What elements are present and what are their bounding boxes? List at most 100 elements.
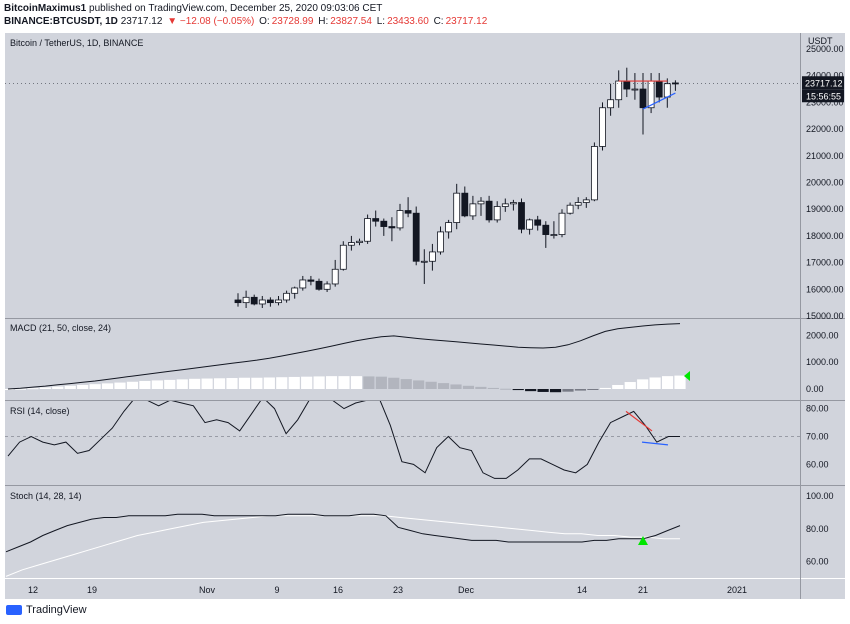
candle-body [291, 287, 299, 294]
macd-histogram-bar [101, 383, 114, 389]
price-tick-label: 22000.00 [806, 124, 844, 134]
price-tick-label: 20000.00 [806, 178, 844, 188]
candle-body [493, 206, 501, 221]
candle-body [242, 296, 250, 304]
macd-histogram-bar [512, 389, 524, 391]
macd-histogram-bar [413, 380, 425, 389]
candle-body [469, 203, 477, 217]
price-tick-label: 25000.00 [806, 44, 844, 54]
price-tick-label: 17000.00 [806, 258, 844, 268]
macd-line [7, 323, 681, 390]
candle-body [615, 80, 623, 101]
candle-body [258, 299, 266, 305]
candle-body [331, 268, 339, 285]
macd-histogram-bar [27, 388, 39, 390]
rsi-tick-label: 60.00 [806, 459, 829, 469]
macd-histogram-bar [263, 377, 275, 389]
candle-body [372, 218, 380, 222]
price-tick-label: 23000.00 [806, 97, 844, 107]
macd-histogram-bar [301, 376, 313, 389]
time-tick-label: 21 [638, 585, 648, 595]
pane-background-0 [5, 33, 800, 318]
macd-histogram-bar [599, 387, 611, 389]
macd-histogram-bar [238, 377, 251, 389]
macd-histogram-bar [500, 388, 512, 390]
price-change: ▼ −12.08 (−0.05%) [167, 16, 255, 27]
rsi-group [7, 401, 680, 479]
candle-body [461, 192, 469, 217]
tradingview-logo-icon [6, 605, 22, 615]
brand-name: TradingView [26, 604, 87, 616]
last-price: 23717.12 [120, 16, 163, 27]
price-tick-label: 18000.00 [806, 231, 844, 241]
macd-tick-label: 0.00 [806, 384, 824, 394]
close-label: C: [433, 16, 444, 27]
macd-histogram-bar [363, 376, 375, 389]
footer-brand: TradingView [6, 604, 87, 616]
macd-histogram-bar [462, 385, 475, 389]
macd-histogram-bar [425, 381, 437, 389]
macd-histogram-bar [437, 383, 450, 389]
macd-histogram-bar [164, 379, 176, 389]
macd-histogram-bar [313, 376, 325, 389]
candle-body [380, 220, 388, 227]
candle-body [420, 260, 428, 263]
time-tick-label: Nov [199, 585, 216, 595]
candle-body [428, 251, 436, 262]
macd-histogram-bar [151, 380, 163, 389]
candle-body [266, 299, 274, 304]
macd-histogram-bar [139, 380, 151, 389]
macd-histogram-bar [89, 384, 101, 389]
high-label: H: [318, 16, 329, 27]
high-value: 23827.54 [330, 16, 372, 27]
macd-histogram-bar [574, 389, 587, 391]
publish-line: BitcoinMaximus1 published on TradingView… [4, 3, 382, 14]
candle-body [574, 202, 582, 206]
price-tick-label: 15000.00 [806, 311, 844, 321]
candle-body [599, 107, 606, 147]
price-tick-label: 19000.00 [806, 204, 844, 214]
stoch-tick-label: 80.00 [806, 524, 829, 534]
candle-body [339, 244, 347, 270]
candle-body [534, 219, 542, 226]
macd-histogram-bar [388, 377, 400, 389]
macd-histogram-bar [276, 377, 288, 389]
macd-histogram-bar [213, 378, 226, 389]
macd-histogram-bar [549, 389, 562, 393]
macd-tick-label: 2000.00 [806, 330, 839, 340]
macd-histogram-bar [375, 376, 387, 389]
time-tick-label: 9 [274, 585, 279, 595]
macd-histogram-bar [189, 378, 201, 389]
macd-signal-marker [684, 371, 690, 381]
macd-histogram-bar [661, 376, 674, 389]
macd-histogram-bar [525, 389, 537, 392]
stoch-pane-title: Stoch (14, 28, 14) [10, 491, 82, 501]
candle-body [364, 218, 372, 242]
candle-body [566, 204, 574, 214]
candle-body [307, 279, 315, 282]
macd-histogram-bar [674, 375, 686, 389]
candle-body [558, 212, 566, 235]
price-pane-title: Bitcoin / TetherUS, 1D, BINANCE [10, 38, 143, 48]
time-axis-background [5, 579, 845, 599]
candle-body [388, 226, 396, 229]
rsi-divergence-blue [641, 441, 669, 446]
candle-body [299, 279, 307, 289]
open-value: 23728.99 [271, 16, 314, 27]
time-tick-label: 2021 [727, 585, 747, 595]
macd-histogram-bar [338, 376, 350, 389]
macd-histogram-bar [2, 389, 14, 390]
candle-body [509, 202, 517, 205]
published-text: published on TradingView.com, December 2… [89, 3, 383, 14]
macd-histogram-bar [612, 384, 624, 389]
macd-histogram-bar [637, 379, 649, 389]
pane-background-2 [5, 401, 800, 485]
countdown-tag: 15:56:55 [806, 91, 841, 101]
support-line [642, 92, 676, 110]
rsi-line [7, 401, 680, 479]
candle-body [347, 242, 355, 246]
author-name: BitcoinMaximus1 [4, 3, 87, 14]
price-axis-background-1 [800, 319, 845, 400]
candle-body [283, 292, 291, 301]
